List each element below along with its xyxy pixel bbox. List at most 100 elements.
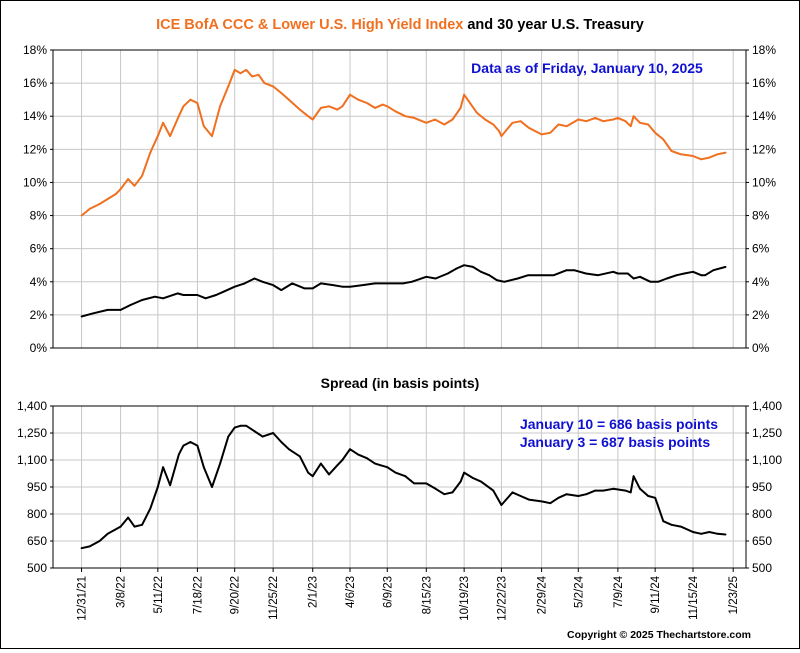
spread-series-0-point: [413, 482, 415, 485]
yield-series-1-point: [649, 280, 652, 283]
spread-series-0-point: [141, 523, 144, 526]
yield-ytick-right: 6%: [752, 242, 770, 256]
yield-series-0-point: [692, 155, 694, 157]
yield-series-1-point: [425, 275, 428, 278]
spread-series-0-point: [662, 520, 665, 523]
x-tick-label: 6/9/23: [382, 576, 394, 608]
yield-series-0-point: [467, 100, 470, 103]
title-part-treasury: and 30 year U.S. Treasury: [463, 17, 644, 33]
yield-series-1-point: [141, 299, 144, 301]
yield-series-0-point: [287, 98, 290, 101]
spread-series-0-point: [106, 532, 109, 535]
yield-series-1-line: [81, 264, 726, 318]
yield-series-1-point: [434, 277, 437, 280]
spread-series-0-point: [692, 531, 694, 533]
yield-series-1-point: [176, 292, 179, 295]
spread-series-0-point: [169, 484, 171, 487]
yield-series-0-point: [386, 105, 389, 108]
spread-series-0-point: [679, 525, 682, 528]
x-tick-label: 11/15/24: [688, 575, 700, 620]
yield-series-0-point: [394, 110, 397, 113]
spread-ytick-right: 950: [752, 480, 772, 494]
spread-series-0-point: [670, 523, 673, 526]
spread-series-0-point: [88, 545, 91, 548]
x-tick-label: 4/6/23: [345, 576, 357, 608]
spread-ytick-left: 800: [27, 507, 47, 521]
yield-series-0-point: [349, 93, 351, 96]
spread-series-0-point: [211, 486, 213, 488]
yield-series-0-point: [557, 123, 560, 126]
spread-series-0-point: [585, 493, 588, 496]
yield-series-0-point: [133, 184, 136, 187]
yield-series-1-point: [632, 277, 635, 280]
spread-series-0-point: [549, 502, 552, 505]
yield-series-0-point: [374, 107, 376, 109]
yield-series-1-point: [280, 289, 283, 291]
copyright-note: Copyright © 2025 Thechartstore.com: [567, 629, 751, 641]
spread-series-0-point: [189, 441, 192, 443]
yield-series-0-point: [357, 98, 360, 101]
yield-series-0-point: [425, 121, 428, 124]
spread-ytick-left: 1,400: [17, 399, 47, 413]
yield-series-1-point: [597, 274, 599, 277]
yield-series-1-point: [584, 272, 587, 275]
yield-series-1-point: [471, 265, 474, 268]
spread-series-0-point: [716, 532, 719, 535]
yield-series-0-point: [341, 105, 344, 108]
spread-series-0-point: [233, 426, 236, 429]
yield-ytick-right: 0%: [752, 341, 770, 355]
spread-series-0-point: [459, 480, 462, 483]
yield-ytick-left: 16%: [23, 76, 47, 90]
yield-series-1-point: [495, 279, 498, 282]
yield-series-0-point: [263, 82, 266, 85]
spread-series-0-point: [700, 532, 703, 535]
yield-series-0-point: [114, 193, 117, 195]
yield-series-1-point: [503, 280, 506, 283]
yield-series-0-point: [182, 105, 185, 108]
yield-series-1-point: [665, 277, 668, 280]
spread-series-0-point: [451, 491, 454, 494]
spread-series-0-point: [386, 466, 389, 469]
x-tick-label: 12/22/23: [496, 576, 508, 621]
x-tick-label: 7/9/24: [613, 575, 625, 608]
spread-series-0-point: [299, 455, 301, 458]
yield-series-0-point: [585, 120, 588, 123]
yield-series-0-point: [98, 203, 101, 205]
yield-series-1-point: [455, 267, 458, 270]
yield-series-0-point: [498, 130, 500, 133]
yield-series-0-point: [202, 125, 205, 128]
spread-series-0-point: [443, 493, 446, 496]
yield-series-1-point: [196, 294, 199, 296]
spread-ytick-right: 1,400: [752, 399, 782, 413]
yield-series-0-point: [227, 85, 230, 88]
yield-series-1-point: [222, 290, 225, 293]
yield-series-0-point: [708, 156, 711, 159]
yield-ytick-right: 8%: [752, 209, 770, 223]
yield-series-0-point: [149, 151, 152, 154]
spread-series-0-point: [540, 500, 543, 503]
yield-series-0-point: [141, 174, 144, 177]
spread-series-0-point: [177, 453, 180, 456]
yield-series-0-point: [565, 125, 568, 128]
spread-series-0-point: [349, 448, 351, 451]
yield-series-1-point: [573, 269, 576, 272]
yield-series-1-point: [657, 280, 659, 283]
yield-series-1-point: [162, 297, 164, 300]
x-tick-label: 3/8/22: [116, 576, 128, 608]
yield-series-0-point: [577, 118, 580, 121]
spread-series-0-point: [511, 491, 514, 494]
yield-series-0-point: [196, 102, 199, 104]
spread-series-0-point: [647, 495, 650, 497]
x-tick-label: 7/18/22: [192, 576, 204, 614]
yield-series-0-point: [629, 125, 632, 128]
yield-ytick-right: 16%: [752, 76, 776, 90]
yield-series-1-point: [626, 272, 629, 275]
yield-series-1-point: [332, 284, 335, 286]
yield-series-0-point: [381, 103, 384, 106]
yield-series-0-point: [169, 135, 171, 137]
yield-series-0-point: [492, 123, 495, 126]
yield-series-1-point: [291, 282, 294, 285]
spread-series-0-point: [328, 473, 330, 476]
yield-ytick-right: 4%: [752, 275, 770, 289]
